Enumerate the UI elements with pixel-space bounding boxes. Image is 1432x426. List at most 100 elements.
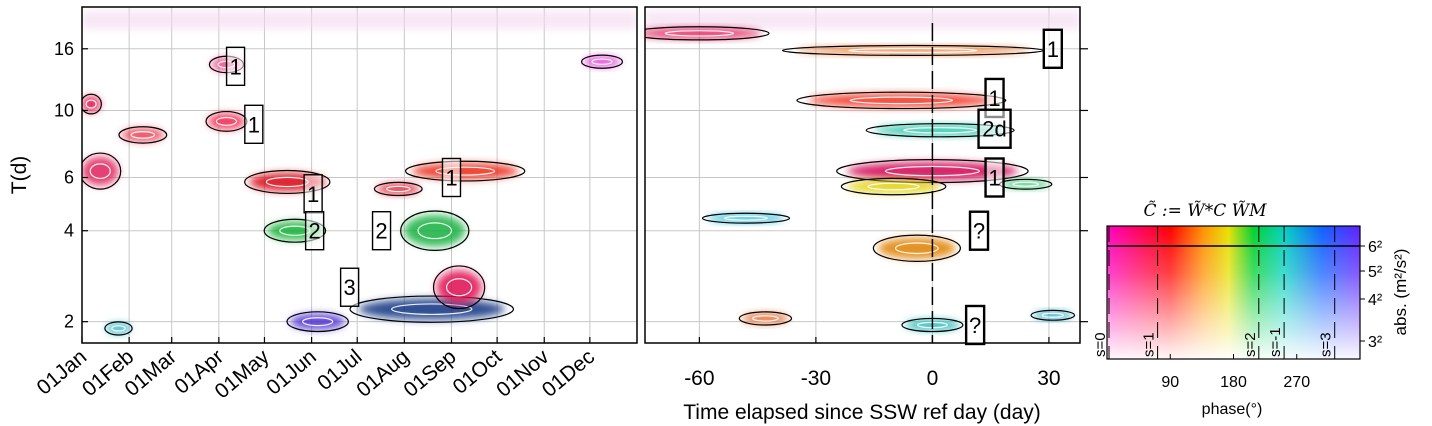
phase-line-label: s=0	[1092, 332, 1109, 357]
right-ticks: -60 -30 0 30	[684, 48, 1088, 390]
inner-contour	[85, 99, 97, 109]
heatmap-blob	[583, 56, 621, 67]
annotation-label: 2	[375, 219, 387, 244]
annotation-box: 3	[339, 267, 360, 307]
significance-contour	[872, 234, 961, 262]
y-tick-label: 4	[64, 221, 74, 241]
significance-contour	[1030, 309, 1076, 321]
annotation-box: 2d	[977, 108, 1012, 149]
colorbar-x-label: phase(°)	[1202, 401, 1263, 418]
inner-contour	[435, 166, 496, 176]
inner-contour	[1041, 312, 1065, 318]
significance-contour	[373, 181, 423, 197]
annotation-box: 1	[441, 157, 462, 198]
x-tick-label: 01Sep	[399, 345, 460, 402]
heatmap-blob	[707, 214, 785, 223]
inner-contour	[1012, 181, 1040, 187]
annotation-box: 1	[1042, 28, 1064, 69]
inner-contour	[417, 222, 453, 240]
annotation-box: 1	[225, 46, 246, 87]
significance-contour	[865, 123, 1015, 138]
inner-contour	[867, 182, 920, 191]
significance-contour	[349, 295, 515, 323]
annotation-frame	[964, 304, 986, 346]
heatmap-blob	[411, 163, 519, 179]
left-plot-area	[82, 7, 637, 343]
heatmap-blob	[436, 270, 482, 305]
x-tick-label: -60	[684, 367, 714, 390]
heatmap-blob	[874, 125, 1007, 136]
significance-contour	[796, 91, 1007, 110]
phase-line-label: s=2	[1242, 332, 1259, 357]
annotation-box: ?	[964, 304, 986, 346]
inner-contour	[445, 278, 473, 297]
y-tick-label: 10	[54, 100, 74, 120]
phase-amplitude-colorbar: C̃ := W̃*C W̃M s=0 s=1 s=2 s=-1 s=3 90 180 270…	[1092, 201, 1410, 418]
significance-contour	[82, 93, 102, 115]
x-tick-label: -30	[801, 367, 831, 390]
colorbar-x-tick-label: 180	[1220, 374, 1247, 391]
significance-contour	[286, 311, 349, 333]
inner-contour	[849, 96, 954, 105]
x-tick-label: 01Dec	[538, 345, 599, 402]
annual-cycle-panel: 246101601Jan01Feb01Mar01Apr01May01Jun01J…	[8, 6, 638, 403]
annotation-label: 1	[988, 166, 1000, 191]
colorbar-y-label: abs. (m²/s²)	[1391, 249, 1410, 336]
colorbar-y-tick-label: 4²	[1368, 292, 1383, 309]
significance-contour	[404, 160, 526, 182]
significance-contour	[645, 26, 770, 41]
heatmap-blob	[808, 93, 995, 107]
heatmap-blob	[290, 313, 346, 330]
significance-contour	[82, 152, 122, 190]
inner-contour	[591, 58, 613, 65]
colorbar-title: C̃ := W̃*C W̃M	[1143, 201, 1267, 221]
inner-contour	[302, 317, 334, 327]
significance-contour	[738, 311, 793, 326]
annotation-box: 1	[303, 174, 323, 214]
left-annotations: 1 1 1 2 2 3 1	[225, 46, 462, 307]
heatmap-blob	[742, 313, 789, 324]
x-tick-label: 01Aug	[352, 345, 413, 402]
background-wash	[645, 11, 1080, 29]
heatmap-blob	[106, 323, 131, 334]
annotation-label: ?	[973, 219, 985, 244]
annotation-label: 1	[1047, 37, 1059, 62]
inner-contour	[903, 127, 978, 134]
right-frame	[644, 6, 1081, 344]
inner-contour	[215, 116, 238, 126]
annotation-label: 1	[248, 112, 260, 137]
y-tick-label: 2	[64, 312, 74, 332]
annotation-label: 1	[229, 54, 241, 79]
inner-contour	[385, 185, 411, 193]
significance-contour	[432, 265, 486, 310]
annotation-label: ?	[969, 313, 981, 338]
annotation-frame	[977, 108, 1012, 149]
inner-contour	[664, 30, 735, 37]
y-tick-label: 16	[54, 39, 74, 59]
annotation-label: 3	[343, 275, 355, 300]
colorbar-y-tick-label: 3²	[1368, 334, 1383, 351]
significance-contour	[400, 210, 470, 251]
heatmap-blob	[358, 298, 505, 320]
x-axis-label: Time elapsed since SSW ref day (day)	[683, 401, 1041, 424]
annotation-box: 2	[304, 211, 325, 251]
ssw-composite-panel: -60 -30 0 30 1 1 2d 1?? Time elapsed since SSW…	[644, 6, 1088, 424]
annotation-box: ?	[968, 210, 990, 251]
colorbar-y-tick-label: 5²	[1368, 264, 1383, 281]
heatmap-blob	[878, 237, 956, 259]
annotation-label: 1	[988, 86, 1000, 111]
y-axis-label: T(d)	[8, 156, 31, 195]
significance-contour	[701, 212, 791, 224]
x-tick-label: 30	[1037, 367, 1060, 390]
annotation-label: 1	[307, 182, 319, 207]
annotation-frame	[244, 104, 264, 144]
x-tick-label: 0	[927, 367, 939, 390]
annotation-frame	[371, 211, 392, 251]
heatmap-blob	[1002, 180, 1049, 189]
annotation-box: 2	[371, 211, 392, 251]
inner-contour	[751, 315, 779, 322]
heatmap-blob	[208, 113, 245, 130]
inner-contour	[111, 325, 126, 332]
annotation-frame	[984, 157, 1005, 198]
